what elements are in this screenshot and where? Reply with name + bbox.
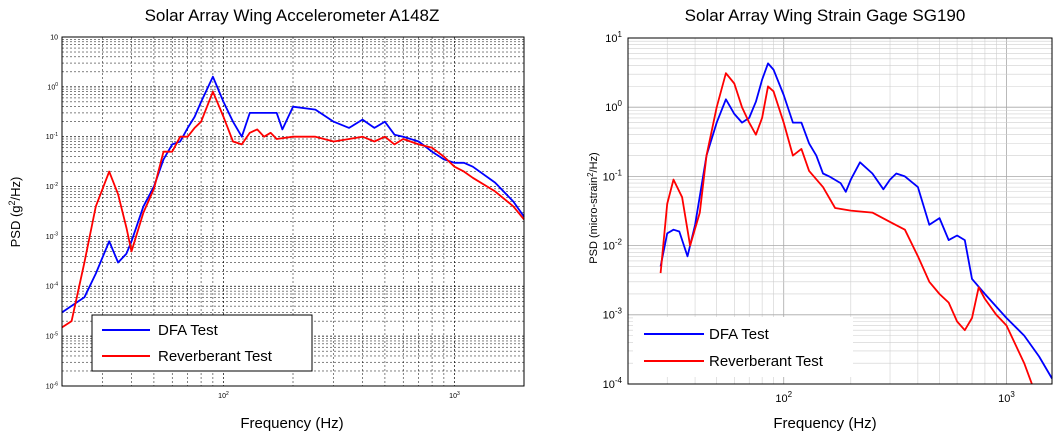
x-tick-label: 103: [449, 391, 460, 400]
legend: DFA Test Reverberant Test: [91, 314, 313, 372]
tick-labels: 102 103 10-4 10-3 10-2 10-1 100 101: [603, 30, 1016, 405]
x-tick-label: 103: [998, 390, 1015, 405]
legend-label-dfa: DFA Test: [709, 326, 770, 343]
legend-label-dfa: DFA Test: [158, 322, 219, 339]
chart-strain-gage: Solar Array Wing Strain Gage SG190 Frequ…: [586, 6, 1053, 432]
y-tick-label: 100: [47, 82, 58, 91]
y-tick-label: 10-2: [46, 182, 58, 191]
y-axis-label-main: PSD (micro-strain: [588, 177, 600, 264]
y-axis-label: PSD (g2/Hz): [7, 177, 23, 248]
y-tick-label: 10-3: [46, 232, 58, 241]
y-tick-label: 10: [50, 34, 58, 41]
y-tick-label: 10-6: [46, 381, 58, 390]
chart-title: Solar Array Wing Accelerometer A148Z: [145, 6, 440, 25]
plot-frame: [627, 37, 1053, 385]
y-axis-label-sup: 2: [586, 172, 595, 177]
y-tick-label: 100: [605, 99, 622, 114]
y-axis-label-main: PSD (g: [8, 205, 23, 247]
y-tick-label: 10-1: [46, 132, 58, 141]
plot-frame: [61, 36, 525, 387]
legend-box: [91, 314, 313, 372]
y-tick-label: 10-4: [603, 376, 623, 391]
legend-box: [633, 317, 853, 377]
x-tick-label: 102: [775, 390, 792, 405]
legend-label-reverberant: Reverberant Test: [709, 353, 824, 370]
series-line-dfa: [659, 62, 1053, 379]
y-tick-label: 10-3: [603, 307, 623, 322]
data-lines: [61, 75, 525, 329]
y-tick-label: 101: [605, 30, 622, 45]
y-axis-label-sup: 2: [7, 200, 17, 205]
data-lines: [659, 62, 1053, 385]
tick-labels: 102 103 10-6 10-5 10-4 10-3 10-2 10-1 100 10: [46, 34, 460, 400]
y-axis-label-unit: /Hz): [588, 152, 600, 172]
legend-label-reverberant: Reverberant Test: [158, 348, 273, 365]
chart-accelerometer: Solar Array Wing Accelerometer A148Z Fre…: [7, 6, 525, 432]
y-tick-label: 10-2: [603, 238, 623, 253]
y-axis-label-unit: /Hz): [8, 177, 23, 201]
x-axis-label: Frequency (Hz): [240, 415, 343, 432]
y-axis-label: PSD (micro-strain2/Hz): [586, 152, 600, 263]
y-tick-label: 10-1: [603, 168, 623, 183]
y-tick-label: 10-4: [46, 282, 58, 291]
x-tick-label: 102: [218, 391, 229, 400]
series-line-dfa: [61, 75, 525, 314]
legend: DFA Test Reverberant Test: [633, 317, 853, 377]
chart-title: Solar Array Wing Strain Gage SG190: [685, 6, 966, 25]
y-tick-label: 10-5: [46, 331, 58, 340]
x-axis-label: Frequency (Hz): [773, 415, 876, 432]
series-line-reverberant: [659, 72, 1033, 385]
series-line-reverberant: [61, 90, 525, 329]
